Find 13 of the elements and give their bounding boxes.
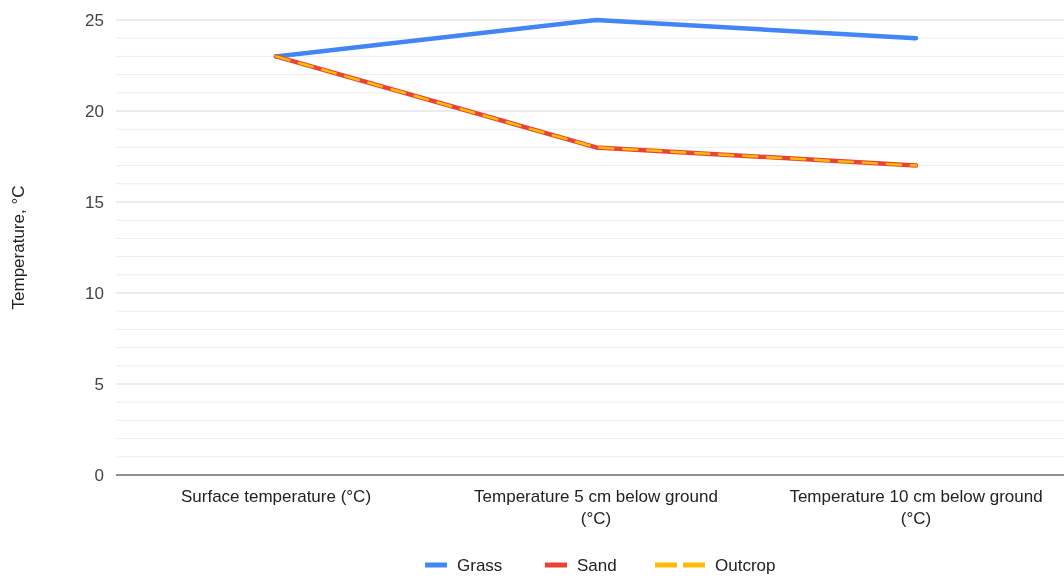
x-tick-label: Surface temperature (°C) — [180, 487, 372, 506]
y-tick-label: 5 — [94, 374, 104, 394]
y-axis-title: Temperature, °C — [9, 185, 28, 310]
x-tick-label: Temperature 5 cm below ground (°C) — [474, 487, 718, 528]
y-tick-label: 10 — [85, 283, 104, 303]
legend-label: Grass — [457, 555, 503, 575]
y-tick-label: 20 — [85, 101, 104, 121]
legend-label: Sand — [577, 555, 617, 575]
y-tick-label: 15 — [85, 192, 104, 212]
legend-label: Outcrop — [715, 555, 776, 575]
y-tick-label: 25 — [85, 10, 104, 30]
x-tick-label: Temperature 10 cm below ground (°C) — [789, 487, 1043, 528]
y-tick-label: 0 — [94, 465, 104, 485]
